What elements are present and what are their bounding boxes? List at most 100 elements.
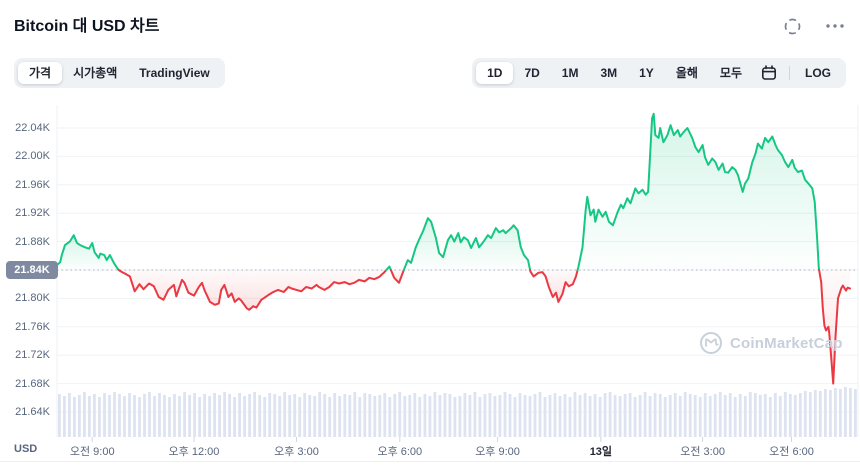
volume-bar <box>713 394 717 437</box>
price-chart[interactable] <box>0 95 860 465</box>
volume-bar <box>133 395 136 437</box>
more-options-button[interactable] <box>824 16 846 36</box>
volume-bar <box>723 395 727 437</box>
volume-bar <box>618 396 622 437</box>
tab-marketcap[interactable]: 시가총액 <box>62 62 128 84</box>
volume-bar <box>798 393 802 437</box>
tab-price[interactable]: 가격 <box>18 62 63 84</box>
volume-bar <box>588 396 592 437</box>
volume-bar <box>63 396 66 437</box>
volume-bar <box>508 394 512 437</box>
volume-bar <box>458 396 462 437</box>
volume-bar <box>633 397 637 437</box>
range-1y[interactable]: 1Y <box>628 62 665 84</box>
volume-bar <box>773 393 777 437</box>
volume-bar <box>448 394 452 437</box>
volume-bar <box>428 396 432 437</box>
y-axis-label: 21.64K <box>15 406 50 418</box>
volume-bar <box>278 396 282 437</box>
volume-bar <box>208 396 211 437</box>
volume-bar <box>578 395 582 437</box>
volume-bar <box>478 397 482 437</box>
volume-bar <box>488 393 492 437</box>
volume-bar <box>803 391 807 437</box>
page-title: Bitcoin 대 USD 차트 <box>14 18 160 35</box>
volume-bar <box>403 396 407 437</box>
volume-bar <box>703 393 707 437</box>
volume-bar <box>148 392 151 437</box>
volume-bar <box>543 397 547 437</box>
log-scale-toggle[interactable]: LOG <box>794 62 842 84</box>
volume-bar <box>93 394 96 437</box>
volume-bar <box>678 396 682 437</box>
chart-type-tabs: 가격 시가총액 TradingView <box>14 58 225 88</box>
tab-tradingview[interactable]: TradingView <box>128 62 220 84</box>
volume-bar <box>378 395 382 437</box>
volume-bar <box>193 393 196 437</box>
calendar-icon <box>761 65 776 80</box>
volume-bar <box>538 392 542 437</box>
volume-bar <box>98 397 101 437</box>
x-axis-label: 13일 <box>589 446 613 458</box>
volume-bar <box>673 393 677 437</box>
volume-bar <box>173 394 176 437</box>
range-ytd[interactable]: 올해 <box>665 62 709 84</box>
volume-bar <box>748 392 752 437</box>
volume-bar <box>528 396 532 437</box>
volume-bar <box>123 396 126 437</box>
volume-bar <box>273 394 277 437</box>
volume-bar <box>583 393 587 437</box>
volume-bar <box>513 397 517 437</box>
volume-bar <box>198 397 201 437</box>
volume-bar <box>168 397 171 437</box>
price-area-down <box>118 270 387 310</box>
volume-bar <box>758 395 762 437</box>
volume-bar <box>348 395 352 437</box>
range-7d[interactable]: 7D <box>513 62 550 84</box>
price-line-down-segment <box>117 269 388 311</box>
volume-bar <box>253 392 256 437</box>
volume-bar <box>88 396 91 437</box>
fullscreen-button[interactable] <box>781 16 803 36</box>
y-axis-label: 21.68K <box>15 377 50 390</box>
volume-bar <box>258 395 262 437</box>
volume-bar <box>854 389 857 437</box>
volume-bar <box>783 392 787 437</box>
volume-bar <box>338 396 342 437</box>
volume-bar <box>248 394 251 437</box>
volume-bar <box>573 392 577 437</box>
y-axis-label: 22.04K <box>15 122 50 134</box>
volume-bar <box>163 395 166 437</box>
range-1d[interactable]: 1D <box>476 62 514 84</box>
y-axis-label: 21.88K <box>15 235 50 248</box>
volume-bar <box>553 393 557 437</box>
volume-bar <box>663 397 667 437</box>
volume-bar <box>648 396 652 437</box>
price-line-up-segment <box>56 234 120 271</box>
volume-bar <box>768 397 772 437</box>
volume-bar <box>128 393 131 437</box>
range-3m[interactable]: 3M <box>589 62 628 84</box>
volume-bar <box>613 395 617 437</box>
volume-bar <box>463 393 467 437</box>
price-line-up-segment <box>402 217 532 271</box>
volume-bar <box>763 394 767 437</box>
volume-bar <box>598 397 602 437</box>
volume-bar <box>233 397 236 437</box>
volume-bar <box>849 388 852 437</box>
x-axis-label: 오후 3:00 <box>274 446 319 458</box>
volume-bar <box>268 393 272 437</box>
date-picker-button[interactable] <box>753 61 785 85</box>
range-all[interactable]: 모두 <box>709 62 753 84</box>
volume-bar <box>473 392 477 437</box>
price-line-down-segment <box>389 269 405 284</box>
volume-bar <box>113 392 116 437</box>
volume-bar <box>383 393 387 437</box>
volume-bar <box>608 392 612 437</box>
currency-label: USD <box>14 443 38 455</box>
volume-bar <box>203 394 206 437</box>
volume-bar <box>328 397 332 437</box>
range-1m[interactable]: 1M <box>551 62 590 84</box>
volume-bar <box>698 397 702 437</box>
